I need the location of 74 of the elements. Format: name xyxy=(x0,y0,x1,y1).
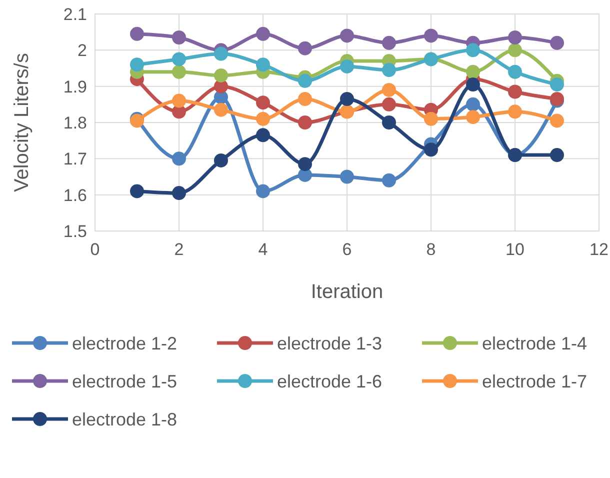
point xyxy=(256,184,270,198)
point xyxy=(508,30,522,45)
point xyxy=(256,26,270,41)
point xyxy=(214,102,228,117)
point xyxy=(130,26,144,41)
point xyxy=(340,170,354,184)
point xyxy=(550,148,564,162)
point xyxy=(172,64,186,79)
point xyxy=(508,84,522,99)
x-tick-label: 8 xyxy=(426,240,436,259)
point xyxy=(130,184,144,198)
point xyxy=(340,28,354,43)
point xyxy=(466,78,480,92)
point xyxy=(298,41,312,56)
y-tick-label: 1.9 xyxy=(63,77,87,96)
legend-label: electrode 1-8 xyxy=(72,409,178,430)
point xyxy=(256,128,270,142)
point xyxy=(466,43,480,58)
y-tick-label: 1.5 xyxy=(63,222,87,241)
point xyxy=(466,110,480,124)
y-tick-label: 1.7 xyxy=(63,150,87,169)
point xyxy=(382,63,396,78)
point xyxy=(466,64,480,79)
point xyxy=(424,112,438,126)
point xyxy=(340,59,354,74)
point xyxy=(298,74,312,88)
x-tick-label: 4 xyxy=(258,240,268,259)
point xyxy=(382,82,396,97)
point xyxy=(256,96,270,110)
point xyxy=(214,68,228,82)
y-tick-label: 1.6 xyxy=(63,186,87,205)
point xyxy=(130,58,144,72)
point xyxy=(298,116,312,130)
point xyxy=(340,92,354,106)
point xyxy=(466,97,480,112)
point xyxy=(172,186,186,200)
point xyxy=(298,92,312,106)
point xyxy=(550,114,564,128)
point xyxy=(508,43,522,58)
point xyxy=(508,64,522,79)
point xyxy=(382,116,396,130)
point xyxy=(256,58,270,72)
legend-label: electrode 1-7 xyxy=(482,371,588,392)
point xyxy=(382,36,396,50)
legend-label: electrode 1-5 xyxy=(72,371,178,392)
point xyxy=(172,52,186,66)
y-tick-label: 2.1 xyxy=(63,4,87,24)
point xyxy=(550,36,564,50)
point xyxy=(424,28,438,43)
point xyxy=(214,46,228,61)
x-tick-label: 6 xyxy=(342,240,352,259)
x-tick-label: 2 xyxy=(174,240,184,259)
legend-label: electrode 1-2 xyxy=(72,333,178,354)
x-tick-label: 12 xyxy=(590,240,608,259)
y-axis-title: Velocity Liters/s xyxy=(11,53,33,192)
y-tick-label: 1.8 xyxy=(63,113,87,132)
legend-label: electrode 1-4 xyxy=(482,333,588,354)
point xyxy=(550,78,564,92)
x-tick-label: 10 xyxy=(506,240,524,259)
legend-label: electrode 1-3 xyxy=(277,333,382,354)
point xyxy=(382,173,396,188)
point xyxy=(424,142,438,157)
point xyxy=(214,153,228,168)
y-tick-label: 2 xyxy=(78,41,87,60)
point xyxy=(256,112,270,126)
x-axis-title: Iteration xyxy=(310,281,384,303)
legend-label: electrode 1-6 xyxy=(277,371,382,392)
point xyxy=(172,30,186,45)
point xyxy=(298,157,312,172)
point xyxy=(172,152,186,166)
x-tick-label: 0 xyxy=(90,240,100,259)
point xyxy=(172,94,186,108)
point xyxy=(508,104,522,119)
point xyxy=(382,97,396,112)
